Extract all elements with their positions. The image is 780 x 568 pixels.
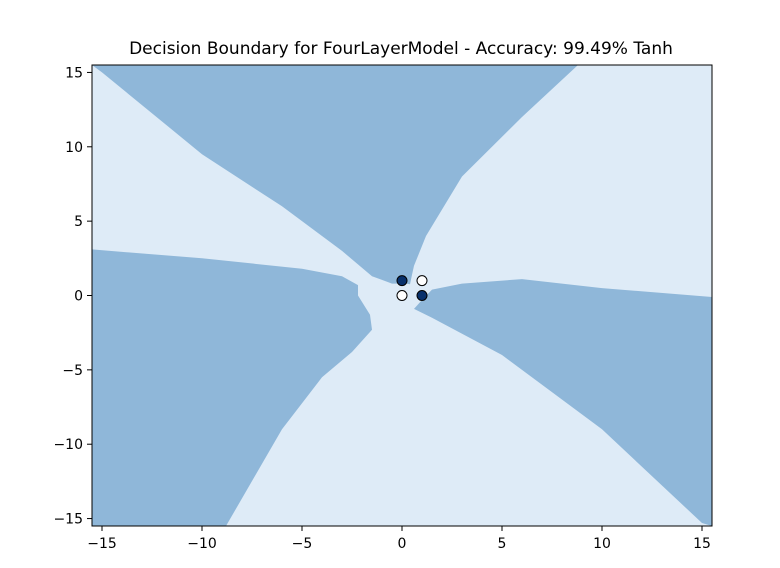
x-axis: −15 −10 −5 0 5 10 15	[87, 526, 711, 552]
data-points	[396, 275, 428, 301]
chart-title: Decision Boundary for FourLayerModel - A…	[129, 39, 673, 59]
x-tick-label: 15	[693, 536, 711, 552]
data-point-1	[396, 290, 408, 301]
x-tick-label: 5	[498, 536, 507, 552]
y-tick-label: 10	[65, 140, 83, 156]
data-point-2	[396, 275, 408, 287]
y-tick-label: 0	[74, 289, 83, 305]
decision-region-1	[92, 65, 578, 285]
decision-region-3	[414, 279, 712, 526]
x-tick-label: −10	[187, 536, 217, 552]
x-tick-label: 0	[398, 536, 407, 552]
y-tick-label: −5	[62, 363, 83, 379]
y-tick-label: 5	[74, 214, 83, 230]
y-tick-label: 15	[65, 65, 83, 81]
data-point-4	[416, 275, 428, 287]
decision-region-2	[92, 249, 372, 526]
y-axis: −15 −10 −5 0 5 10 15	[53, 65, 92, 528]
y-tick-label: −10	[53, 437, 83, 453]
x-tick-label: 10	[593, 536, 611, 552]
x-tick-label: −5	[292, 536, 313, 552]
x-tick-label: −15	[87, 536, 117, 552]
data-point-3	[416, 290, 428, 301]
decision-regions	[92, 65, 712, 526]
y-tick-label: −15	[53, 512, 83, 528]
